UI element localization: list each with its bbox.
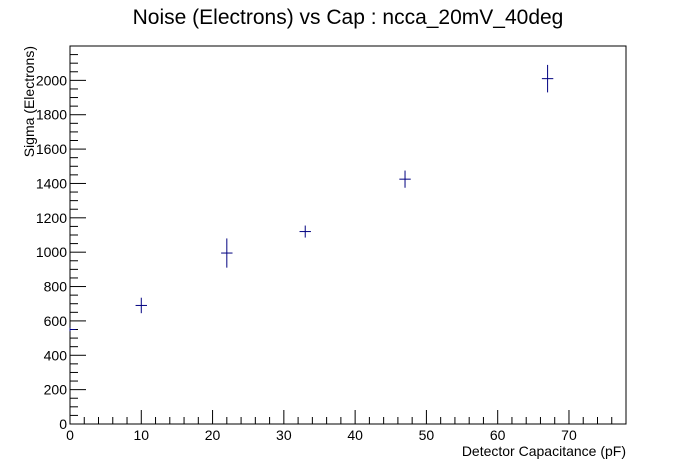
x-tick-label: 20 xyxy=(205,427,221,443)
x-tick-label: 10 xyxy=(133,427,149,443)
data-point xyxy=(69,327,76,332)
data-point xyxy=(299,225,311,238)
y-tick-label: 0 xyxy=(59,416,67,432)
x-axis-label: Detector Capacitance (pF) xyxy=(462,443,626,459)
plot-frame xyxy=(69,45,627,425)
y-axis: 0 200 400 600 800 1000 1200 1400 1600 1800 2000 xyxy=(36,54,86,432)
x-axis: 0 10 20 30 40 50 60 70 xyxy=(66,410,627,443)
y-tick-label: 1000 xyxy=(36,244,67,260)
y-tick-label: 2000 xyxy=(36,72,67,88)
chart-title: Noise (Electrons) vs Cap : ncca_20mV_40d… xyxy=(133,6,564,29)
data-point xyxy=(399,170,411,188)
x-tick-label: 0 xyxy=(66,427,74,443)
y-tick-label: 1800 xyxy=(36,107,67,123)
y-tick-label: 1400 xyxy=(36,175,67,191)
x-tick-label: 60 xyxy=(490,427,506,443)
y-tick-label: 1200 xyxy=(36,210,67,226)
y-tick-label: 800 xyxy=(44,279,68,295)
data-point xyxy=(135,297,147,314)
y-axis-label: Sigma (Electrons) xyxy=(21,46,37,157)
y-tick-label: 200 xyxy=(44,382,68,398)
y-tick-label: 600 xyxy=(44,313,68,329)
data-series xyxy=(69,64,554,332)
data-point xyxy=(541,64,554,93)
x-tick-label: 70 xyxy=(561,427,577,443)
x-tick-label: 50 xyxy=(419,427,435,443)
y-tick-label: 400 xyxy=(44,347,68,363)
x-tick-label: 40 xyxy=(347,427,363,443)
x-tick-label: 30 xyxy=(276,427,292,443)
y-tick-label: 1600 xyxy=(36,141,67,157)
data-point xyxy=(221,238,233,268)
